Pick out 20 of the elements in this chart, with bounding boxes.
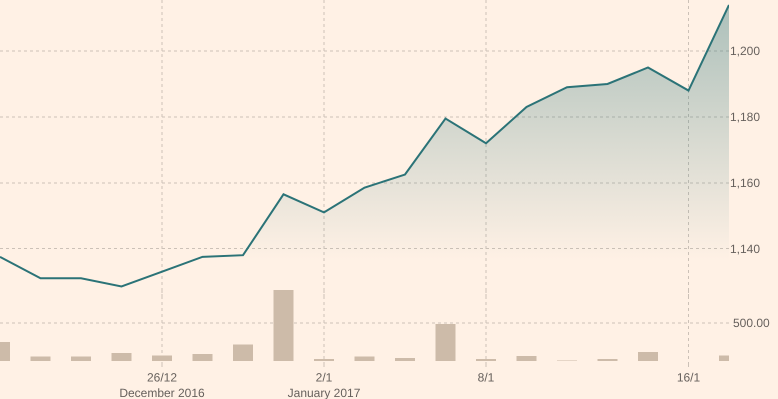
bar: [516, 356, 537, 361]
y-tick-label: 1,180: [730, 110, 760, 124]
bar: [638, 352, 658, 361]
y-tick-label: 1,140: [730, 242, 760, 256]
bar: [435, 324, 456, 361]
y-tick-label: 1,200: [730, 44, 760, 58]
x-tick-label: 26/12 December 2016: [119, 370, 206, 399]
text: 500.00: [733, 316, 770, 330]
bar: [70, 356, 92, 361]
bar: [394, 358, 416, 361]
bar: [232, 344, 254, 361]
x-tick-label: 16/1: [676, 370, 700, 384]
bar: [152, 355, 172, 361]
bar: [192, 354, 213, 361]
bar: [273, 290, 294, 361]
y-tick-label: 1,160: [730, 176, 760, 190]
bar: [111, 353, 132, 361]
bar: [354, 356, 375, 361]
bar: [30, 356, 51, 361]
x-tick-label: 8/1: [478, 370, 495, 384]
